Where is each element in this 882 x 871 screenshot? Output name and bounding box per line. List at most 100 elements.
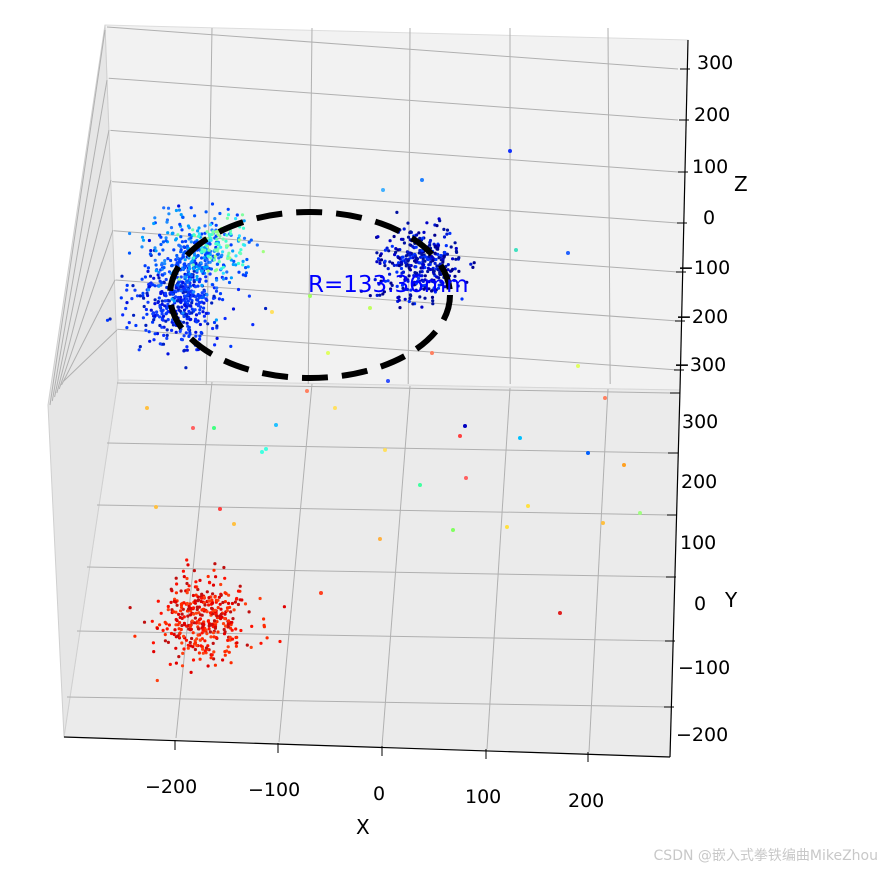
data-point (219, 245, 223, 249)
data-point (174, 576, 178, 580)
data-point (128, 606, 132, 610)
data-point (178, 244, 182, 248)
data-point (148, 252, 152, 256)
data-point (204, 646, 208, 650)
data-point (148, 274, 153, 278)
data-point (433, 233, 437, 237)
data-point (456, 284, 460, 288)
data-point (140, 277, 144, 281)
data-point (186, 288, 190, 292)
data-point (120, 274, 124, 278)
data-point (200, 596, 204, 600)
data-point (184, 331, 188, 335)
data-point (264, 306, 268, 311)
data-point (222, 632, 227, 636)
data-point (176, 299, 180, 303)
data-point (209, 238, 213, 242)
data-point (418, 248, 422, 253)
data-point (431, 259, 435, 263)
data-point (170, 231, 174, 235)
data-point (305, 389, 309, 393)
data-point (191, 426, 195, 430)
data-point (170, 263, 174, 267)
data-point (407, 266, 411, 270)
data-point (442, 235, 447, 239)
data-point (383, 264, 387, 268)
data-point (178, 615, 182, 620)
data-point (160, 290, 164, 294)
data-point (176, 305, 180, 309)
data-point (333, 406, 337, 410)
data-point (179, 275, 183, 279)
data-point (249, 238, 253, 242)
data-point (205, 632, 209, 636)
data-point (526, 504, 530, 508)
data-point (154, 269, 158, 273)
data-point (219, 612, 223, 616)
data-point (250, 624, 254, 629)
data-point (175, 603, 179, 607)
data-point (179, 285, 183, 289)
data-point (188, 296, 192, 301)
data-point (262, 623, 266, 628)
data-point (161, 240, 165, 244)
data-point (223, 616, 227, 621)
data-point (153, 246, 157, 250)
data-point (213, 663, 217, 667)
data-point (377, 282, 381, 286)
data-point (182, 647, 186, 651)
data-point (163, 262, 167, 266)
data-point (165, 328, 169, 332)
data-point (399, 237, 404, 241)
data-point (160, 312, 164, 316)
data-point (183, 258, 187, 262)
data-point (176, 283, 180, 287)
data-point (224, 239, 228, 243)
data-point (163, 291, 168, 295)
data-point (185, 279, 189, 283)
data-point (427, 287, 431, 291)
data-point (387, 249, 391, 253)
data-point (202, 301, 206, 305)
data-point (227, 251, 231, 255)
data-point (191, 290, 195, 294)
data-point (212, 650, 216, 654)
data-point (211, 641, 215, 646)
data-point (400, 271, 404, 275)
data-point (439, 253, 443, 258)
data-point (231, 262, 235, 267)
data-point (231, 617, 235, 621)
data-point (166, 206, 171, 210)
data-point (189, 206, 193, 210)
data-point (409, 288, 413, 292)
data-point (196, 304, 200, 308)
data-point (156, 599, 160, 603)
data-point (188, 318, 192, 322)
data-point (223, 653, 227, 657)
data-point (402, 227, 406, 231)
data-point (163, 299, 167, 303)
data-point (204, 275, 208, 279)
data-point (392, 234, 396, 239)
data-point (177, 204, 181, 208)
data-point (437, 283, 441, 287)
data-point (204, 262, 208, 266)
data-point (198, 322, 202, 327)
data-point (229, 243, 233, 247)
data-point (213, 269, 217, 273)
data-point (205, 230, 209, 234)
data-point (194, 317, 198, 321)
data-point (229, 661, 233, 665)
data-point (205, 610, 209, 614)
data-point (212, 426, 216, 430)
data-point (127, 251, 132, 255)
data-point (177, 208, 181, 212)
data-point (418, 295, 422, 299)
data-point (235, 641, 239, 645)
x-tick-label: 200 (568, 790, 604, 812)
data-point (195, 605, 199, 609)
data-point (193, 259, 197, 263)
data-point (169, 226, 174, 230)
data-point (198, 578, 202, 583)
